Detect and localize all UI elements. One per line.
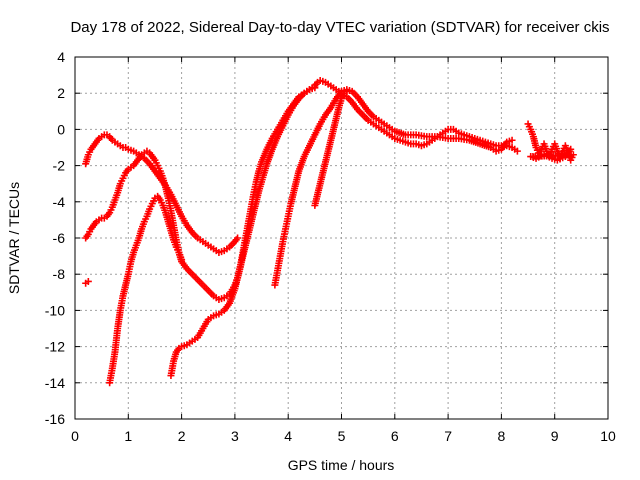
y-tick-label: -16 [45,411,65,427]
x-tick-label: 4 [284,428,292,444]
series-arc-6 [311,87,351,209]
y-tick-label: 2 [57,85,65,101]
data-point [178,256,186,264]
y-tick-label: 4 [57,49,65,65]
chart-title: Day 178 of 2022, Sidereal Day-to-day VTE… [70,19,609,36]
data-point [311,84,319,92]
y-tick-label: -2 [53,158,66,174]
y-tick-label: -12 [45,339,65,355]
data-marks [82,77,577,387]
y-axis-label: SDTVAR / TECUs [6,182,22,294]
x-tick-label: 0 [71,428,79,444]
x-tick-label: 9 [551,428,559,444]
x-tick-label: 8 [498,428,506,444]
x-tick-label: 5 [338,428,346,444]
x-tick-label: 3 [231,428,239,444]
y-tick-label: -10 [45,302,65,318]
y-tick-label: -14 [45,375,65,391]
data-point [343,87,351,95]
x-tick-label: 7 [444,428,452,444]
y-tick-label: -8 [53,266,66,282]
data-point [84,277,92,285]
data-point [567,145,575,153]
series-arc-1 [82,131,242,256]
x-tick-label: 10 [600,428,616,444]
data-point [513,147,521,155]
series-arc-5 [271,86,516,289]
series-arc-3 [82,192,186,387]
x-axis-label: GPS time / hours [288,457,395,473]
y-tick-label: -6 [53,230,66,246]
y-tick-label: -4 [53,194,66,210]
series-arc-4 [167,84,319,380]
x-tick-label: 6 [391,428,399,444]
grid-lines [75,57,608,419]
x-tick-label: 2 [178,428,186,444]
y-tick-label: 0 [57,121,65,137]
series-arc-2 [82,77,521,304]
data-point [508,136,516,144]
data-point [234,234,242,242]
axis-ticks: 0 1 2 3 4 5 6 7 8 9 10 4 2 0 -2 -4 -6 -8 -10 -12 -14 -16 [45,49,616,444]
series-arc-7 [524,120,577,164]
x-tick-label: 1 [124,428,132,444]
